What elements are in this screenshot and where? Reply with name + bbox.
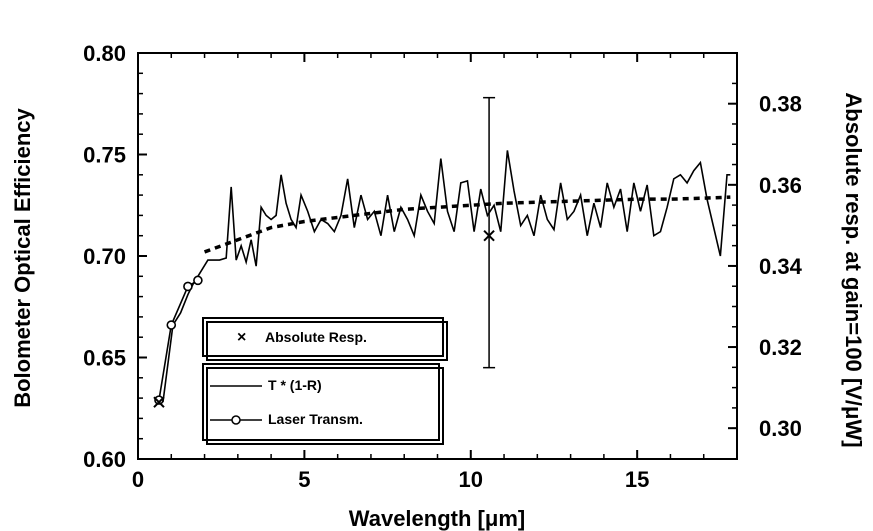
series-layer xyxy=(153,96,731,408)
data-point-laser-transm xyxy=(166,320,177,330)
y-tick-label: 0.80 xyxy=(83,41,126,66)
y-axis-label-right: Absolute resp. at gain=100 [V/μW] xyxy=(841,92,866,447)
x-tick-label: 0 xyxy=(132,467,144,492)
series-fit-dotted xyxy=(203,195,731,254)
y-right-tick-label: 0.36 xyxy=(759,173,802,198)
legend-label-laser-transm: Laser Transm. xyxy=(268,411,363,427)
y-tick-label: 0.75 xyxy=(83,143,126,168)
y-tick-label: 0.65 xyxy=(83,346,126,371)
y-tick-label: 0.60 xyxy=(83,447,126,472)
x-tick-label: 10 xyxy=(459,467,483,492)
legend: × Absolute Resp. T * (1-R) Laser Transm. xyxy=(202,317,448,445)
axes-layer: 0 5 10 15 0.60 0.65 0.70 0.75 0.80 0.30 0.32 0.34 0.… xyxy=(83,41,802,492)
y-right-tick-label: 0.30 xyxy=(759,416,802,441)
legend-label-absolute-resp: Absolute Resp. xyxy=(265,329,367,345)
legend-box-absolute-resp-shadow xyxy=(206,321,448,361)
y-right-tick-label: 0.32 xyxy=(759,335,802,360)
data-point-laser-transm xyxy=(183,281,193,292)
legend-box-absolute-resp xyxy=(202,317,444,357)
y-right-tick-label: 0.34 xyxy=(759,254,803,279)
x-tick-label: 5 xyxy=(298,467,310,492)
legend-marker-cross: × xyxy=(237,329,246,346)
legend-box-series xyxy=(202,363,440,441)
x-tick-label: 15 xyxy=(625,467,649,492)
series-line-t-one-minus-r xyxy=(162,150,731,403)
data-point-laser-transm xyxy=(193,275,203,286)
legend-label-t-one-minus-r: T * (1-R) xyxy=(268,377,322,393)
x-axis-label: Wavelength [μm] xyxy=(349,506,525,531)
y-right-tick-label: 0.38 xyxy=(759,92,802,117)
data-point-laser-transm xyxy=(154,395,164,405)
data-point-absolute-resp-stroke xyxy=(153,396,165,408)
series-line-laser-transm xyxy=(158,279,199,401)
legend-box-series-shadow xyxy=(206,367,444,445)
legend-marker-circle xyxy=(231,415,241,425)
y-tick-label: 0.70 xyxy=(83,244,126,269)
y-axis-label-left: Bolometer Optical Efficiency xyxy=(10,107,35,407)
